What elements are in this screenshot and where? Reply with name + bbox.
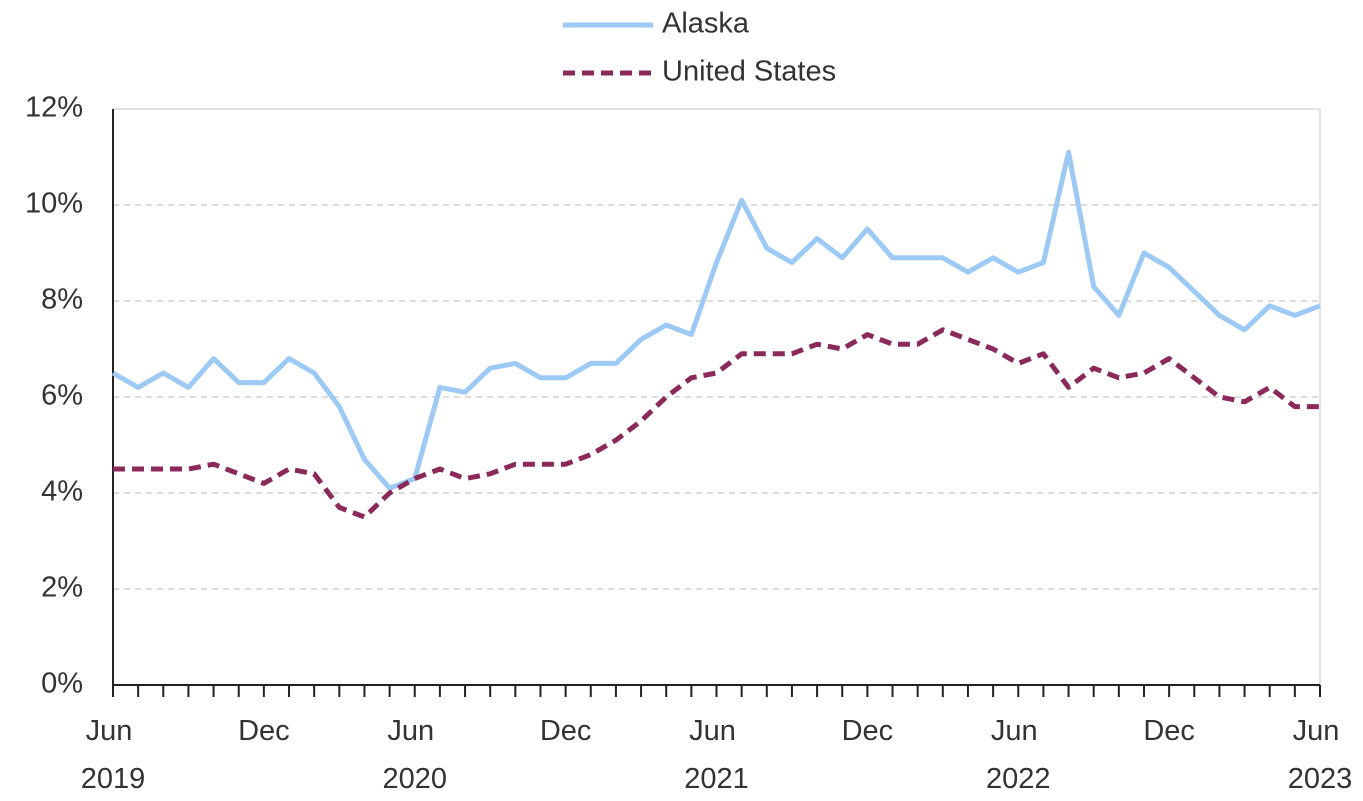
x-tick-label: Dec (238, 715, 290, 747)
x-tick-label: Jun 2023 (1288, 715, 1353, 795)
y-tick-label: 10% (25, 188, 83, 220)
x-tick-label: Jun 2019 (81, 715, 146, 795)
y-tick-label: 8% (41, 284, 83, 316)
legend-label: Alaska (662, 8, 750, 40)
x-tick-label: Jun 2020 (382, 715, 447, 795)
x-tick-label: Jun 2022 (986, 715, 1051, 795)
x-tick-label: Dec (842, 715, 894, 747)
x-tick-label: Dec (1143, 715, 1195, 747)
y-tick-label: 0% (41, 668, 83, 700)
legend-label: United States (662, 56, 836, 88)
y-tick-label: 4% (41, 476, 83, 508)
y-tick-label: 2% (41, 572, 83, 604)
x-tick-label: Jun 2021 (684, 715, 749, 795)
series-line (113, 327, 1320, 520)
series-line (111, 149, 1321, 491)
y-tick-label: 12% (25, 92, 83, 124)
x-tick-label: Dec (540, 715, 592, 747)
y-tick-label: 6% (41, 380, 83, 412)
